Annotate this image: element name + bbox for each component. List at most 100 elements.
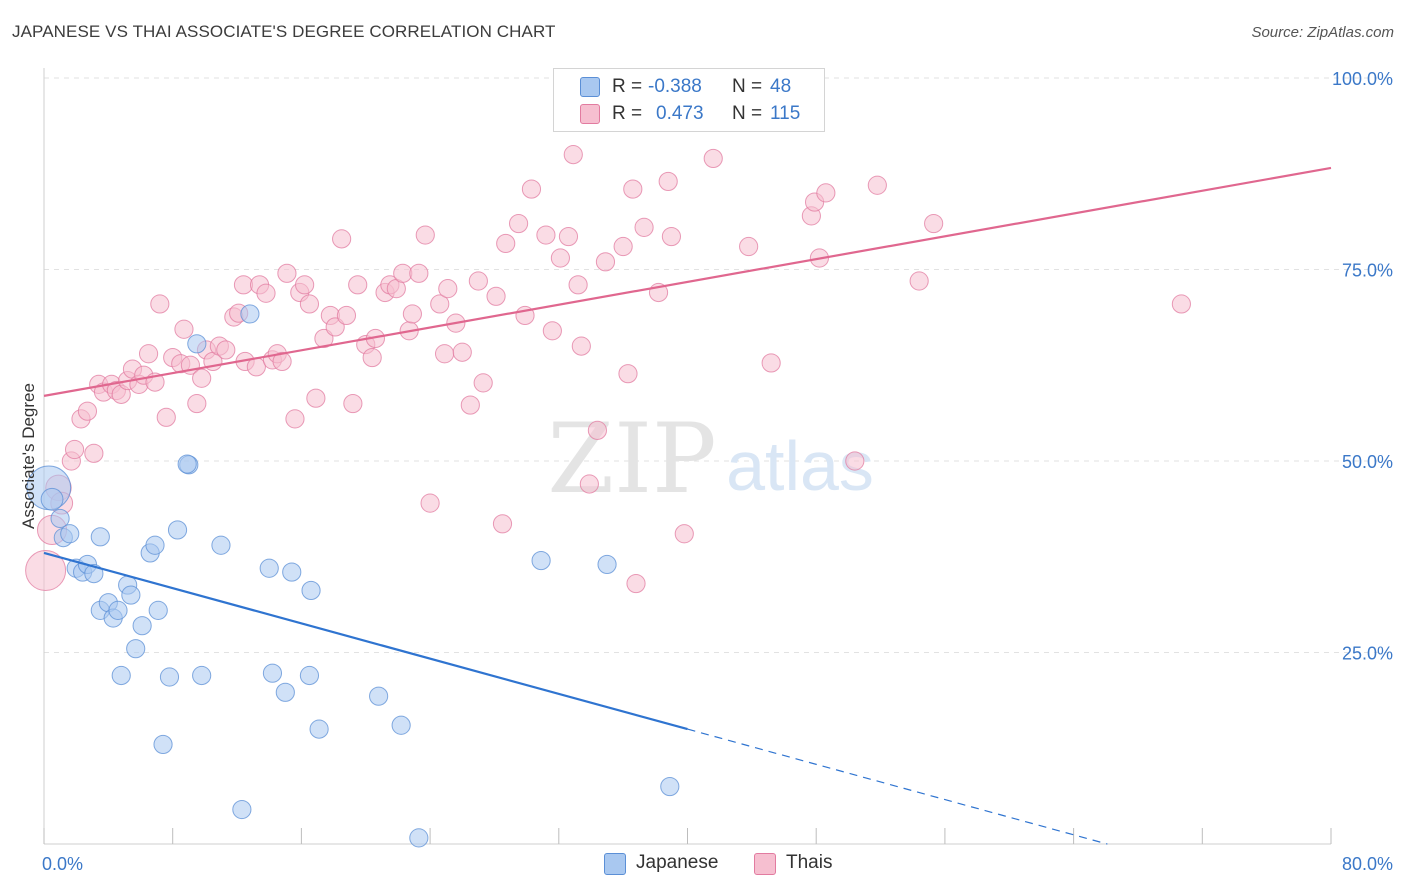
thais-point — [325, 317, 345, 337]
legend-label-thais: Thais — [786, 852, 833, 873]
thais-point — [438, 279, 458, 299]
thais-point — [542, 321, 562, 341]
japanese-point — [40, 487, 64, 511]
thais-point — [1171, 294, 1191, 314]
japanese-point — [369, 686, 389, 706]
trendline-japanese — [43, 551, 688, 731]
japanese-point — [309, 719, 329, 739]
thais-point — [473, 373, 493, 393]
n-value: 115 — [770, 103, 801, 124]
legend-row-thais: R = 0.473 N = 115 — [554, 100, 824, 128]
thais-point — [362, 347, 382, 368]
legend-label-japanese: Japanese — [636, 852, 719, 873]
thais-point — [64, 439, 85, 460]
japanese-point — [232, 799, 252, 820]
n-value: 48 — [770, 76, 792, 97]
thais-point — [434, 344, 455, 364]
thais-point — [402, 304, 422, 324]
japanese-point — [121, 585, 141, 605]
thais-point — [295, 275, 315, 295]
n-label: N = — [732, 103, 763, 124]
japanese-point — [192, 665, 212, 686]
thais-point — [492, 514, 513, 534]
thais-point — [216, 340, 236, 360]
japanese-point — [126, 639, 146, 659]
legend-swatch-thais — [580, 104, 600, 124]
trendline-thais — [43, 166, 1332, 397]
japanese-point — [167, 520, 188, 540]
thais-point — [187, 393, 207, 414]
japanese-point — [111, 665, 131, 686]
thais-point — [299, 294, 320, 314]
thais-point — [568, 275, 588, 295]
japanese-point — [660, 776, 680, 797]
thais-point — [285, 409, 305, 429]
thais-point — [587, 420, 608, 440]
thais-point — [563, 145, 583, 165]
thais-point — [306, 388, 326, 408]
japanese-point — [531, 550, 551, 571]
thais-point — [623, 179, 643, 199]
thais-point — [314, 328, 334, 349]
japanese-point — [211, 535, 231, 555]
y-tick-label: 25.0% — [1342, 644, 1393, 664]
thais-point — [174, 319, 194, 339]
r-value: -0.388 — [648, 76, 702, 97]
japanese-point — [145, 535, 165, 555]
japanese-point — [299, 665, 320, 686]
thais-point — [508, 213, 529, 234]
r-label: R = — [612, 76, 643, 97]
japanese-point — [84, 564, 104, 584]
watermark-zip: ZIP — [547, 403, 716, 515]
legend-swatch-japanese — [580, 77, 600, 97]
thais-point — [613, 236, 633, 257]
japanese-point — [409, 828, 429, 848]
thais-point — [674, 524, 694, 544]
thais-point — [634, 217, 654, 237]
r-label: R = — [612, 103, 643, 124]
thais-point — [452, 342, 472, 362]
thais-point — [579, 474, 599, 494]
thais-point — [409, 263, 429, 283]
thais-point — [626, 573, 646, 594]
thais-point — [909, 271, 929, 291]
thais-point — [595, 252, 616, 272]
x-tick-label: 0.0% — [42, 854, 83, 874]
thais-point — [272, 351, 292, 372]
thais-point — [618, 364, 638, 384]
source-label: Source: ZipAtlas.com — [1251, 24, 1394, 41]
n-label: N = — [732, 76, 763, 97]
thais-point — [25, 550, 67, 592]
thais-point — [661, 226, 682, 247]
grid-lines — [44, 77, 1392, 653]
series-japanese — [26, 304, 680, 848]
thais-point — [420, 493, 440, 513]
thais-point — [703, 148, 723, 169]
japanese-point — [259, 558, 279, 578]
thais-point — [430, 294, 450, 314]
japanese-point — [148, 600, 168, 620]
thais-point — [571, 336, 591, 356]
japanese-point — [132, 616, 152, 636]
thais-point — [486, 286, 506, 306]
japanese-point — [301, 580, 321, 601]
japanese-point — [391, 715, 411, 735]
y-tick-label: 100.0% — [1332, 69, 1393, 89]
thais-point — [468, 271, 488, 291]
y-axis-label: Associate's Degree — [19, 383, 38, 529]
thais-point — [845, 451, 865, 471]
thais-point — [150, 294, 170, 314]
thais-point — [460, 395, 480, 415]
thais-point — [761, 353, 781, 373]
thais-point — [348, 275, 368, 295]
thais-point — [521, 179, 542, 199]
thais-point — [558, 226, 579, 247]
tick-labels: 25.0% 50.0% 75.0% 100.0% 0.0% 80.0% — [42, 69, 1393, 874]
japanese-point — [60, 524, 80, 544]
trendlines — [43, 166, 1332, 845]
japanese-point — [90, 527, 110, 547]
thais-point — [658, 171, 678, 192]
axes — [43, 68, 1332, 845]
y-tick-label: 75.0% — [1342, 261, 1393, 281]
japanese-point — [153, 734, 173, 755]
